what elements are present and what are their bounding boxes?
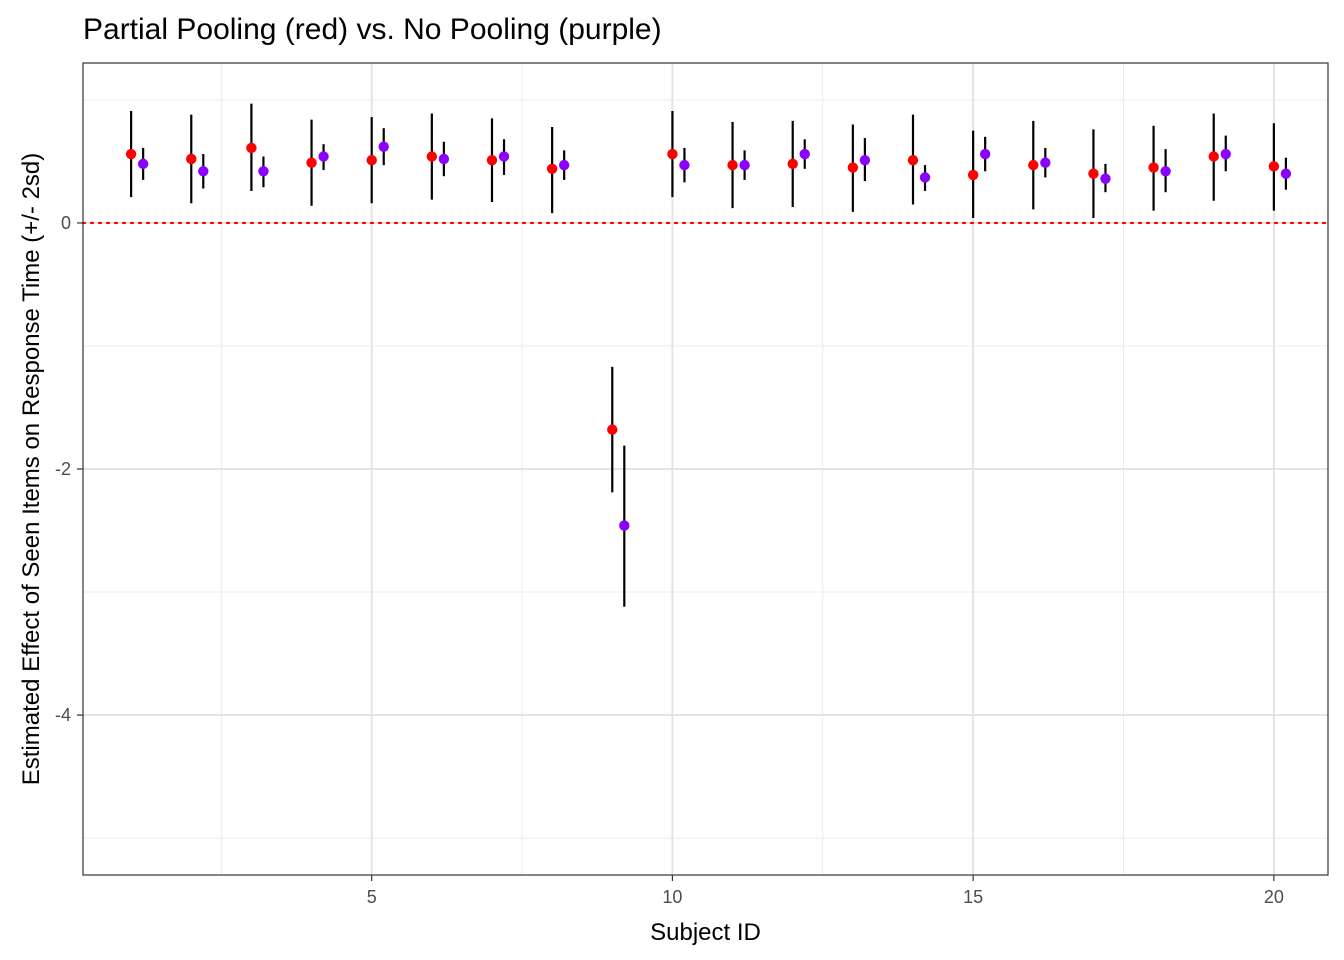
data-point [378, 141, 389, 152]
data-point [667, 148, 678, 160]
data-point [1148, 162, 1159, 173]
x-tick-label: 5 [367, 887, 377, 907]
major-gridlines [83, 63, 1328, 875]
data-point [679, 159, 690, 171]
data-point [318, 151, 329, 162]
data-point [859, 154, 871, 166]
data-point [1028, 159, 1039, 171]
data-point [1088, 168, 1099, 179]
data-point [739, 159, 750, 171]
data-point [1268, 161, 1280, 172]
data-point [426, 151, 438, 162]
y-axis-title: Estimated Effect of Seen Items on Respon… [18, 153, 45, 786]
data-point [919, 172, 931, 183]
data-point [727, 159, 738, 171]
data-point [137, 158, 149, 170]
x-tick-label: 20 [1264, 887, 1284, 907]
data-point [619, 520, 630, 531]
data-point [1280, 168, 1292, 179]
y-tick-label: 0 [61, 213, 71, 233]
data-point [787, 158, 798, 170]
data-point [125, 148, 137, 160]
data-point [186, 153, 197, 165]
y-tick-label: -4 [55, 705, 71, 725]
x-axis-title: Subject ID [650, 919, 761, 946]
data-point [799, 148, 810, 160]
data-point [198, 166, 209, 177]
data-point [967, 169, 979, 181]
x-axis-ticks: 5 10 15 20 [367, 875, 1284, 907]
x-tick-label: 15 [963, 887, 983, 907]
data-point [907, 154, 919, 166]
data-point [246, 142, 257, 154]
y-tick-label: -2 [55, 459, 71, 479]
data-point [258, 166, 269, 177]
minor-gridlines [83, 63, 1328, 875]
data-point [486, 154, 498, 166]
data-point [1208, 151, 1219, 162]
data-point [1040, 157, 1051, 168]
data-point [847, 162, 859, 173]
x-tick-label: 10 [662, 887, 682, 907]
error-bars [130, 103, 1287, 607]
data-point [607, 424, 618, 435]
data-point [1160, 166, 1171, 177]
data-point [366, 154, 377, 166]
data-point [546, 163, 558, 175]
data-point [438, 153, 450, 165]
y-axis-ticks: -4 -2 0 [55, 213, 83, 725]
data-point [558, 159, 570, 171]
data-point [306, 157, 317, 168]
chart-title: Partial Pooling (red) vs. No Pooling (pu… [83, 13, 662, 46]
data-point [1100, 173, 1111, 184]
data-point [498, 151, 510, 162]
data-point [1220, 148, 1231, 160]
data-points [125, 141, 1292, 531]
data-point [979, 148, 991, 160]
